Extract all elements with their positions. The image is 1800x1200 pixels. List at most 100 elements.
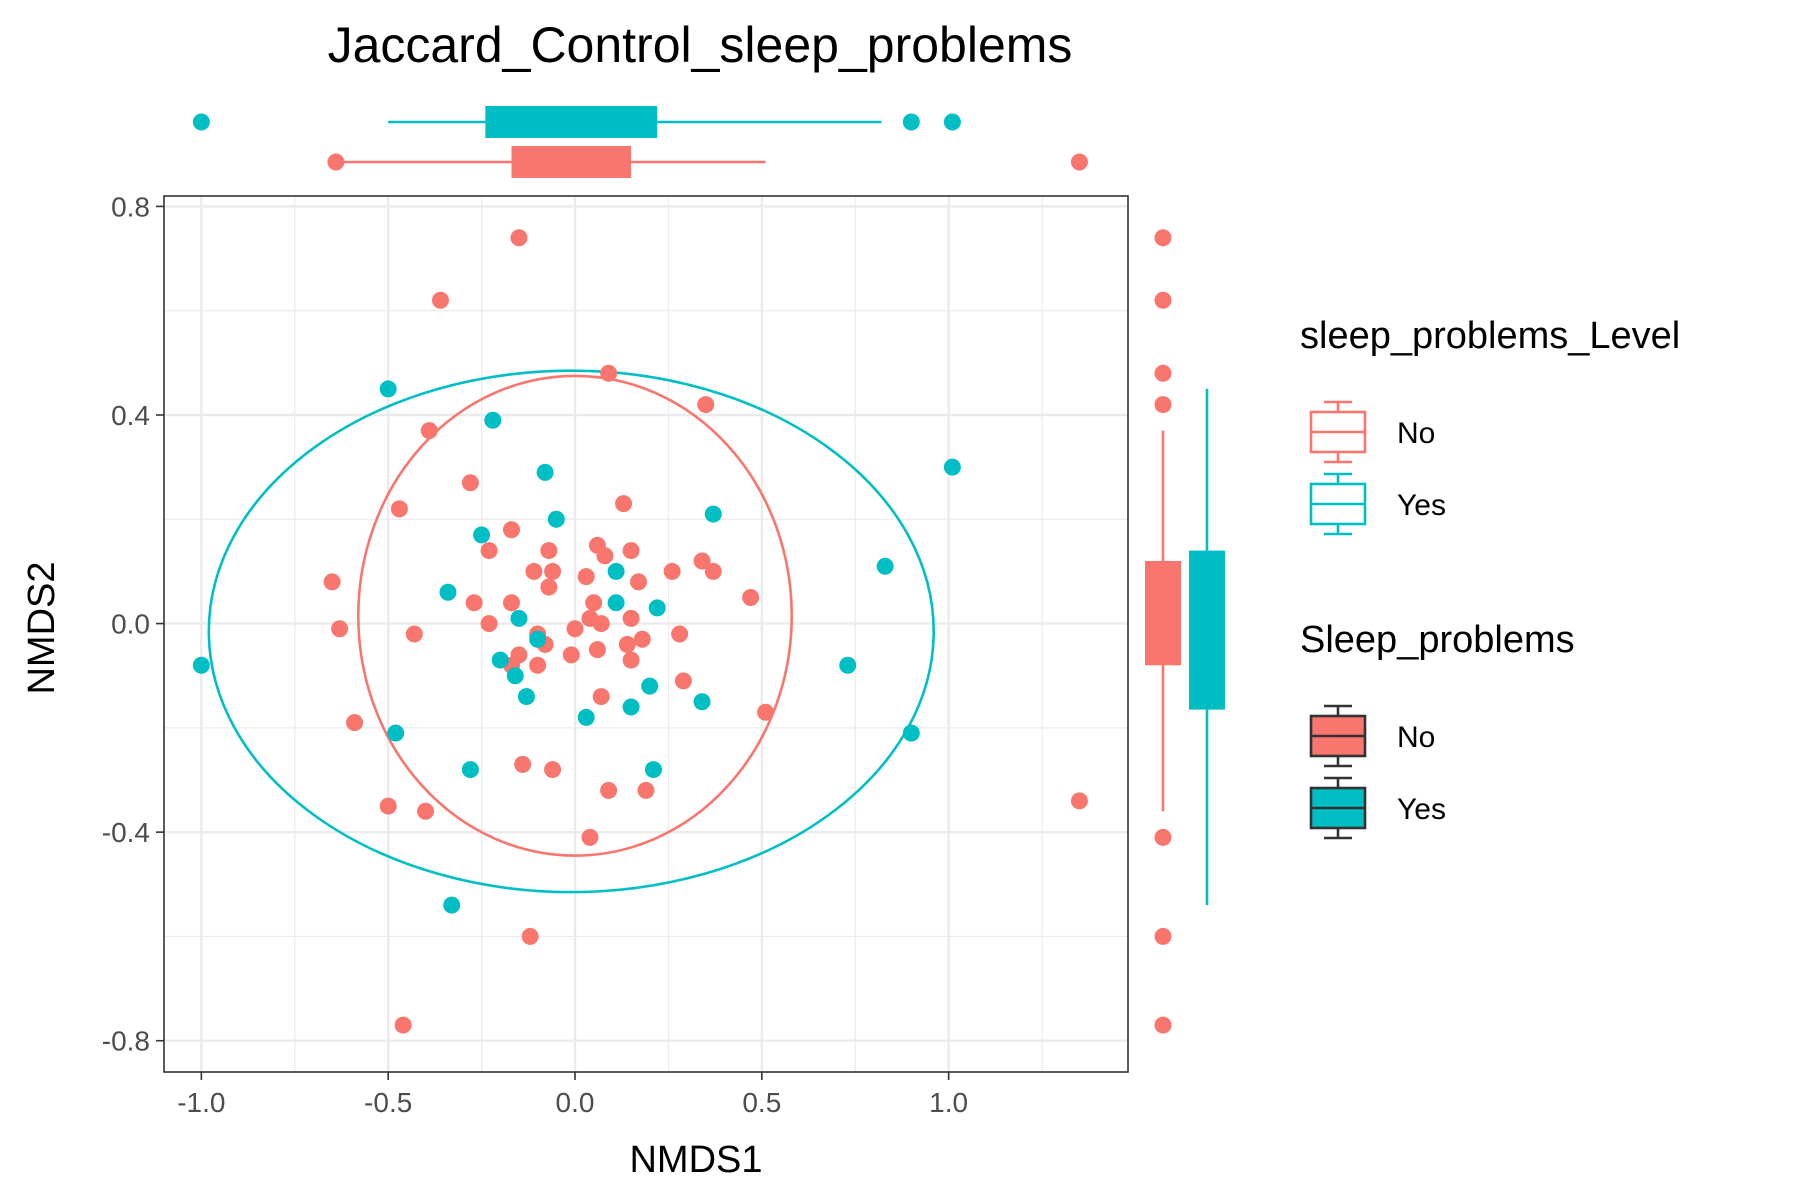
- data-point-yes: [902, 724, 920, 742]
- data-point-no: [323, 573, 341, 591]
- data-point-no: [618, 635, 636, 653]
- data-point-no: [346, 714, 364, 732]
- data-point-no: [697, 396, 715, 414]
- x-tick-label: 0.0: [556, 1087, 595, 1118]
- y-boxplot-outlier-no: [1154, 291, 1172, 309]
- data-point-yes: [943, 458, 961, 476]
- data-point-no: [544, 761, 562, 779]
- x-tick-label: 0.5: [742, 1087, 781, 1118]
- data-point-yes: [648, 599, 666, 617]
- y-tick-label: 0.0: [111, 609, 150, 640]
- legend-label-no: No: [1397, 417, 1435, 450]
- data-point-no: [596, 547, 614, 565]
- confidence-ellipse-no: [356, 374, 794, 857]
- legend-label-no: No: [1397, 721, 1435, 754]
- data-point-no: [757, 703, 775, 721]
- y-boxplot-outlier-no: [1154, 1016, 1172, 1034]
- data-point-no: [502, 594, 520, 612]
- data-point-no: [529, 656, 547, 674]
- legend-key-no: [1309, 400, 1367, 464]
- data-point-no: [630, 573, 648, 591]
- legend-label-yes: Yes: [1397, 793, 1446, 826]
- data-point-no: [585, 594, 603, 612]
- legend-key-no: [1309, 704, 1367, 768]
- legend-title: Sleep_problems: [1300, 619, 1575, 661]
- data-point-no: [693, 552, 711, 570]
- data-point-no: [465, 594, 483, 612]
- legend-key-yes: [1309, 776, 1367, 840]
- x-tick-label: -1.0: [177, 1087, 225, 1118]
- y-tick-label: 0.4: [111, 400, 150, 431]
- y-boxplot-box-no: [1145, 561, 1181, 666]
- data-point-yes: [506, 667, 524, 685]
- data-point-yes: [461, 761, 479, 779]
- x-boxplot-outlier-no: [327, 153, 345, 171]
- data-point-no: [566, 620, 584, 638]
- data-point-no: [521, 927, 539, 945]
- data-point-yes: [839, 656, 857, 674]
- data-point-no: [461, 474, 479, 492]
- data-point-yes: [439, 583, 457, 601]
- data-point-no: [671, 625, 689, 643]
- data-point-yes: [529, 630, 547, 648]
- data-point-no: [480, 615, 498, 633]
- data-point-no: [600, 364, 618, 382]
- data-point-no: [417, 802, 435, 820]
- confidence-ellipse-yes: [207, 369, 936, 894]
- data-point-yes: [517, 688, 535, 706]
- legend-key-yes: [1309, 472, 1367, 536]
- data-point-no: [615, 495, 633, 513]
- scatter-points: [192, 229, 1088, 1034]
- chart-title: Jaccard_Control_sleep_problems: [328, 17, 1073, 73]
- legend-label-yes: Yes: [1397, 489, 1446, 522]
- marginal-x-boxplots: [192, 106, 1088, 178]
- x-boxplot-outlier-yes: [192, 113, 210, 131]
- x-boxplot-outlier-no: [1070, 153, 1088, 171]
- data-point-no: [502, 521, 520, 539]
- data-point-yes: [443, 896, 461, 914]
- x-boxplot-outlier-yes: [943, 113, 961, 131]
- data-point-yes: [192, 656, 210, 674]
- x-axis-title: NMDS1: [629, 1139, 762, 1181]
- x-tick-label: 1.0: [929, 1087, 968, 1118]
- data-point-no: [510, 229, 528, 247]
- data-point-yes: [693, 693, 711, 711]
- x-boxplot-box-yes: [485, 106, 658, 138]
- data-point-no: [633, 630, 651, 648]
- data-point-no: [390, 500, 408, 518]
- y-axis-title: NMDS2: [21, 561, 63, 694]
- data-point-no: [674, 672, 692, 690]
- data-point-yes: [547, 510, 565, 528]
- y-boxplot-outlier-no: [1154, 828, 1172, 846]
- data-point-no: [600, 781, 618, 799]
- data-point-yes: [622, 698, 640, 716]
- data-point-yes: [641, 677, 659, 695]
- legend-title: sleep_problems_Level: [1300, 315, 1680, 357]
- data-point-no: [742, 589, 760, 606]
- data-point-no: [431, 291, 449, 309]
- data-point-no: [540, 542, 558, 560]
- data-point-yes: [607, 562, 625, 580]
- data-point-yes: [644, 761, 662, 779]
- data-point-no: [420, 422, 438, 440]
- data-point-no: [577, 568, 595, 586]
- legend: sleep_problems_Level No Yes Sleep_problems N…: [1300, 315, 1680, 840]
- data-point-yes: [607, 594, 625, 612]
- data-point-no: [637, 781, 655, 799]
- data-point-yes: [379, 380, 397, 398]
- data-point-no: [704, 562, 722, 580]
- data-point-no: [562, 646, 580, 664]
- data-point-no: [581, 828, 599, 846]
- data-point-yes: [577, 708, 595, 726]
- data-point-yes: [484, 411, 502, 429]
- data-point-no: [588, 641, 606, 659]
- data-point-yes: [876, 557, 894, 575]
- data-point-no: [622, 651, 640, 669]
- y-boxplot-outlier-no: [1154, 927, 1172, 945]
- data-point-no: [663, 562, 681, 580]
- y-boxplot-outlier-no: [1154, 364, 1172, 382]
- grid-lines: [164, 196, 1128, 1072]
- data-point-no: [379, 797, 397, 815]
- y-boxplot-box-yes: [1189, 550, 1225, 710]
